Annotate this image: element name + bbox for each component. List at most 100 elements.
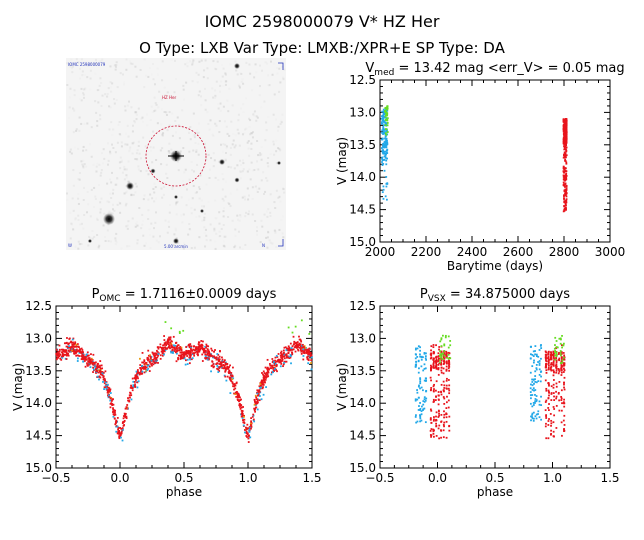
y-tick-label: 14.5 bbox=[25, 429, 52, 443]
data-point bbox=[93, 361, 96, 364]
noise-speck bbox=[136, 224, 139, 227]
data-point bbox=[109, 392, 112, 394]
data-point bbox=[65, 349, 68, 352]
data-point bbox=[131, 389, 134, 392]
noise-speck bbox=[82, 165, 85, 168]
data-point bbox=[425, 352, 427, 355]
data-point bbox=[219, 365, 222, 368]
noise-speck bbox=[206, 67, 209, 70]
data-point bbox=[200, 347, 203, 350]
data-point bbox=[137, 377, 139, 380]
data-point bbox=[385, 106, 387, 109]
data-point bbox=[193, 352, 196, 355]
noise-speck bbox=[123, 168, 126, 171]
noise-speck bbox=[215, 68, 218, 71]
data-point bbox=[281, 360, 284, 362]
data-point bbox=[56, 356, 59, 359]
noise-speck bbox=[211, 133, 214, 136]
data-point bbox=[563, 136, 565, 139]
data-point bbox=[309, 353, 312, 356]
data-point bbox=[293, 343, 295, 345]
noise-speck bbox=[282, 76, 285, 79]
data-point bbox=[72, 341, 74, 344]
data-point bbox=[384, 156, 387, 159]
noise-speck bbox=[94, 197, 97, 200]
data-point bbox=[216, 365, 219, 367]
data-point bbox=[182, 329, 185, 332]
data-point bbox=[530, 397, 532, 400]
y-axis-label: V (mag) bbox=[335, 137, 349, 185]
data-point bbox=[381, 138, 384, 141]
data-point bbox=[549, 368, 552, 371]
noise-speck bbox=[132, 193, 135, 196]
data-point bbox=[93, 363, 96, 366]
noise-speck bbox=[93, 205, 96, 208]
noise-speck bbox=[89, 77, 92, 80]
data-point bbox=[563, 168, 566, 171]
data-point bbox=[564, 202, 567, 205]
data-point bbox=[123, 420, 126, 422]
data-point bbox=[197, 353, 199, 356]
noise-speck bbox=[191, 61, 194, 64]
noise-speck bbox=[82, 159, 85, 162]
data-point bbox=[445, 416, 448, 419]
data-point bbox=[544, 409, 547, 412]
noise-speck bbox=[77, 214, 80, 217]
data-point bbox=[563, 143, 566, 146]
noise-speck bbox=[99, 211, 102, 214]
data-point bbox=[224, 375, 227, 378]
data-point bbox=[163, 335, 165, 337]
data-point bbox=[90, 362, 93, 365]
data-point bbox=[532, 361, 535, 364]
data-point bbox=[563, 429, 566, 432]
data-point bbox=[545, 364, 547, 367]
data-point bbox=[440, 363, 443, 366]
data-point bbox=[81, 356, 84, 359]
data-point bbox=[435, 355, 438, 358]
data-point bbox=[307, 351, 310, 354]
data-point bbox=[249, 424, 252, 426]
data-point bbox=[559, 350, 562, 352]
data-point bbox=[113, 411, 116, 414]
data-point bbox=[251, 415, 254, 418]
data-point bbox=[60, 358, 63, 361]
data-point bbox=[247, 441, 250, 443]
noise-speck bbox=[260, 219, 263, 222]
data-point bbox=[145, 369, 148, 372]
noise-speck bbox=[138, 207, 141, 210]
data-point bbox=[381, 149, 384, 152]
noise-speck bbox=[135, 111, 138, 114]
noise-speck bbox=[80, 58, 83, 61]
data-point bbox=[91, 360, 94, 363]
data-point bbox=[532, 355, 535, 357]
data-point bbox=[266, 366, 269, 369]
y-tick-label: 15.0 bbox=[349, 235, 376, 249]
data-point bbox=[565, 176, 568, 179]
data-point bbox=[202, 348, 204, 351]
noise-speck bbox=[249, 119, 252, 122]
y-tick-label: 15.0 bbox=[349, 461, 376, 475]
data-points bbox=[414, 334, 566, 440]
data-point bbox=[159, 343, 162, 346]
data-point bbox=[420, 413, 423, 416]
noise-speck bbox=[198, 188, 201, 191]
data-point bbox=[255, 406, 258, 409]
data-point bbox=[217, 368, 219, 371]
data-point bbox=[266, 375, 268, 378]
data-point bbox=[547, 356, 550, 358]
noise-speck bbox=[198, 131, 201, 134]
noise-speck bbox=[192, 170, 195, 173]
data-point bbox=[549, 358, 552, 361]
noise-speck bbox=[145, 242, 148, 245]
data-point bbox=[560, 389, 563, 392]
noise-speck bbox=[119, 211, 122, 214]
data-point bbox=[61, 348, 63, 351]
data-point bbox=[547, 357, 550, 360]
data-point bbox=[414, 357, 417, 360]
noise-speck bbox=[128, 180, 131, 183]
data-point bbox=[107, 393, 110, 396]
noise-speck bbox=[73, 109, 76, 112]
noise-speck bbox=[146, 113, 149, 116]
data-point bbox=[262, 373, 264, 376]
data-point bbox=[555, 404, 558, 407]
